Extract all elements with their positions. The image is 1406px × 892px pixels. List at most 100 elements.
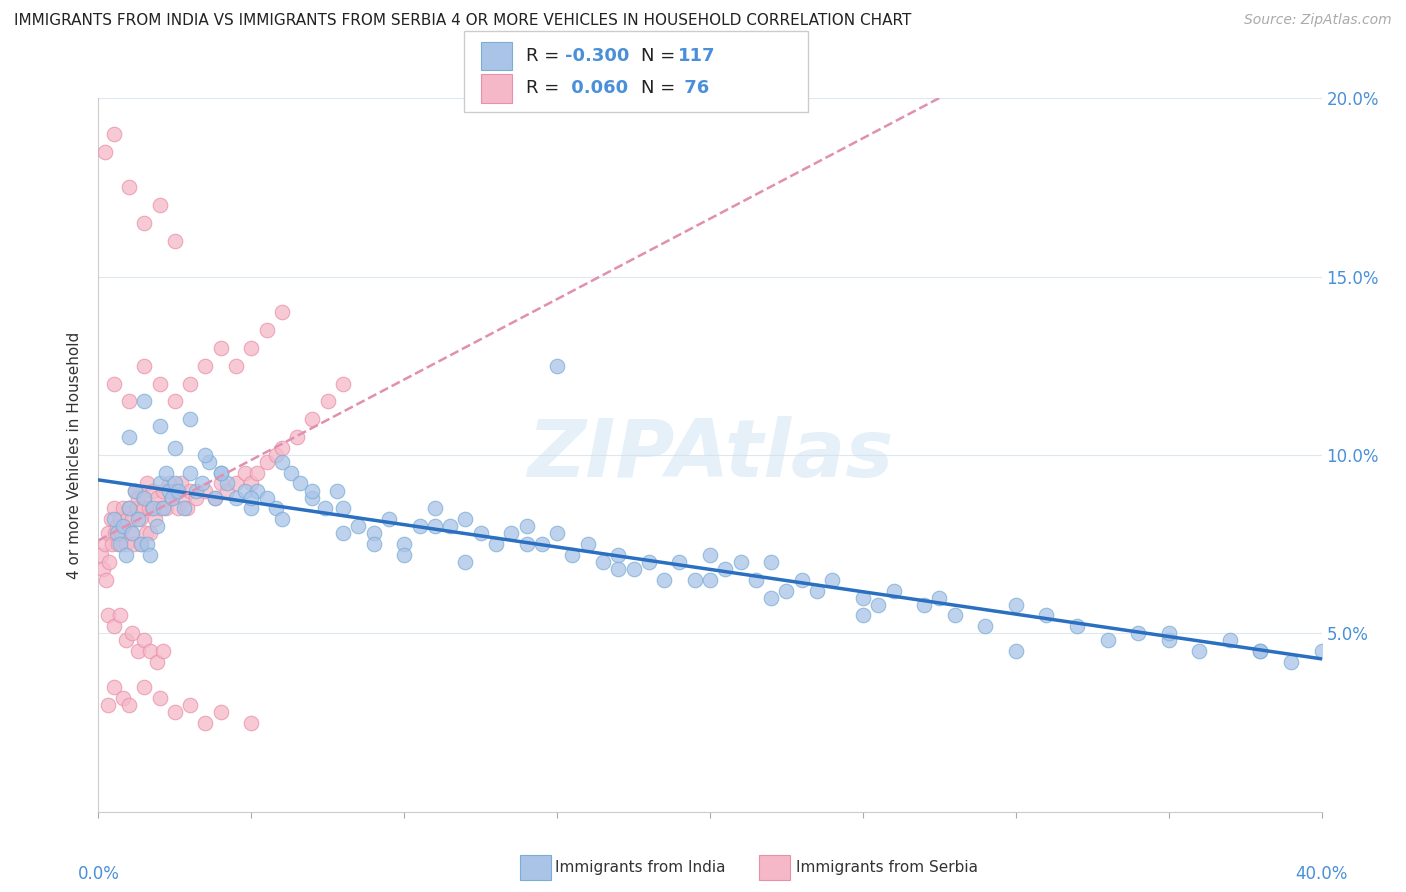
Point xyxy=(103,376,125,391)
Point xyxy=(167,501,190,516)
Point xyxy=(163,234,186,248)
Point xyxy=(852,608,875,623)
Point xyxy=(270,512,294,526)
Point xyxy=(316,394,339,409)
Point xyxy=(122,537,145,551)
Point xyxy=(179,466,201,480)
Point xyxy=(103,619,125,633)
Point xyxy=(332,526,354,541)
Point xyxy=(134,216,156,230)
Point xyxy=(225,476,247,491)
Point xyxy=(121,526,143,541)
Point xyxy=(90,548,112,562)
Point xyxy=(561,548,583,562)
Point xyxy=(270,441,294,455)
Point xyxy=(1157,626,1180,640)
Point xyxy=(97,526,120,541)
Point xyxy=(145,491,167,505)
Point xyxy=(775,583,797,598)
Point xyxy=(852,591,875,605)
Point xyxy=(363,526,385,541)
Point xyxy=(204,491,226,505)
Point xyxy=(104,526,127,541)
Point xyxy=(125,501,148,516)
Point xyxy=(1279,655,1302,669)
Point xyxy=(454,555,477,569)
Point xyxy=(138,501,160,516)
Point xyxy=(111,690,134,705)
Point xyxy=(134,501,156,516)
Point xyxy=(868,598,890,612)
Point xyxy=(143,512,166,526)
Point xyxy=(179,483,201,498)
Point xyxy=(1097,633,1119,648)
Point xyxy=(111,501,134,516)
Point xyxy=(225,491,247,505)
Point xyxy=(163,483,186,498)
Point xyxy=(392,548,416,562)
Point xyxy=(454,512,477,526)
Point xyxy=(204,491,226,505)
Point xyxy=(439,519,461,533)
Text: R =: R = xyxy=(526,47,565,65)
Text: Immigrants from Serbia: Immigrants from Serbia xyxy=(796,861,977,875)
Point xyxy=(928,591,950,605)
Point xyxy=(149,476,172,491)
Point xyxy=(155,501,177,516)
Point xyxy=(392,537,416,551)
Text: Immigrants from India: Immigrants from India xyxy=(555,861,725,875)
Point xyxy=(546,359,568,373)
Point xyxy=(105,526,128,541)
Point xyxy=(173,501,195,516)
Point xyxy=(240,715,263,730)
Point xyxy=(761,591,783,605)
Point xyxy=(264,448,287,462)
Point xyxy=(124,483,146,498)
Point xyxy=(209,476,232,491)
Point xyxy=(111,519,134,533)
Point xyxy=(149,419,172,434)
Point xyxy=(912,598,935,612)
Point xyxy=(246,466,269,480)
Point xyxy=(270,455,294,469)
Point xyxy=(194,359,217,373)
Point xyxy=(423,519,446,533)
Point xyxy=(124,483,146,498)
Point xyxy=(1250,644,1272,658)
Point xyxy=(270,305,294,319)
Point xyxy=(152,501,174,516)
Point xyxy=(179,412,201,426)
Point xyxy=(163,476,186,491)
Point xyxy=(607,562,630,576)
Point xyxy=(314,501,336,516)
Text: ZIPAtlas: ZIPAtlas xyxy=(527,416,893,494)
Point xyxy=(240,491,263,505)
Text: R =: R = xyxy=(526,79,565,97)
Point xyxy=(120,526,142,541)
Point xyxy=(761,555,783,569)
Point xyxy=(103,680,125,694)
Point xyxy=(149,690,172,705)
Point xyxy=(186,483,208,498)
Point xyxy=(134,491,156,505)
Point xyxy=(101,537,124,551)
Point xyxy=(127,512,149,526)
Point xyxy=(105,519,128,533)
Text: IMMIGRANTS FROM INDIA VS IMMIGRANTS FROM SERBIA 4 OR MORE VEHICLES IN HOUSEHOLD : IMMIGRANTS FROM INDIA VS IMMIGRANTS FROM… xyxy=(14,13,911,29)
Point xyxy=(142,483,165,498)
Point xyxy=(326,483,349,498)
Point xyxy=(93,537,115,551)
Point xyxy=(714,562,737,576)
Point xyxy=(485,537,508,551)
Point xyxy=(652,573,675,587)
Point xyxy=(139,526,162,541)
Point xyxy=(135,526,157,541)
Point xyxy=(233,483,256,498)
Point xyxy=(167,483,190,498)
Point xyxy=(1035,608,1057,623)
Text: N =: N = xyxy=(641,79,681,97)
Point xyxy=(209,341,232,355)
Point xyxy=(128,512,150,526)
Point xyxy=(118,394,141,409)
Point xyxy=(194,448,217,462)
